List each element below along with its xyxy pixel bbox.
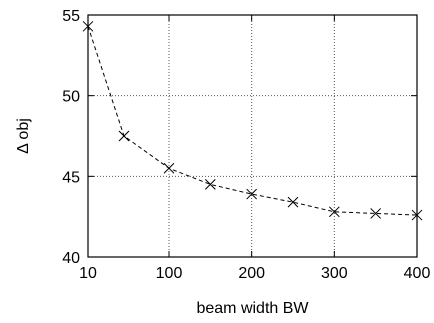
x-tick-label: 200 <box>238 265 265 282</box>
marker-stroke <box>163 162 175 174</box>
data-series <box>82 20 423 221</box>
y-tick-label: 45 <box>62 169 80 186</box>
y-tick-label: 50 <box>62 89 80 106</box>
plot-frame <box>87 14 418 258</box>
data-point-marker <box>118 130 130 142</box>
x-axis-label: beam width BW <box>196 300 309 317</box>
grid-lines <box>88 15 417 257</box>
marker-stroke <box>328 206 340 218</box>
y-tick-label: 40 <box>62 250 80 267</box>
x-tick-label: 300 <box>321 265 348 282</box>
data-point-marker <box>370 208 382 219</box>
marker-stroke <box>246 188 258 200</box>
y-tick-label: 55 <box>62 8 80 25</box>
marker-stroke <box>370 208 382 219</box>
marker-stroke <box>287 196 299 208</box>
x-tick-label: 100 <box>156 265 183 282</box>
marker-stroke <box>82 20 94 32</box>
series-line <box>87 26 418 216</box>
data-point-marker <box>163 162 175 174</box>
marker-stroke <box>411 209 423 221</box>
axis-ticks: 10 100 200 300 400 40 45 50 55 <box>62 8 430 282</box>
data-point-marker <box>328 206 340 218</box>
marker-stroke <box>118 130 130 142</box>
data-point-marker <box>411 209 423 221</box>
x-tick-label: 10 <box>79 265 97 282</box>
x-tick-label: 400 <box>404 265 431 282</box>
y-axis-label: Δ obj <box>15 118 32 154</box>
marker-stroke <box>204 179 216 190</box>
plot-border <box>87 14 418 258</box>
data-point-marker <box>204 179 216 190</box>
data-point-marker <box>287 196 299 208</box>
data-point-marker <box>82 20 94 32</box>
data-point-marker <box>246 188 258 200</box>
